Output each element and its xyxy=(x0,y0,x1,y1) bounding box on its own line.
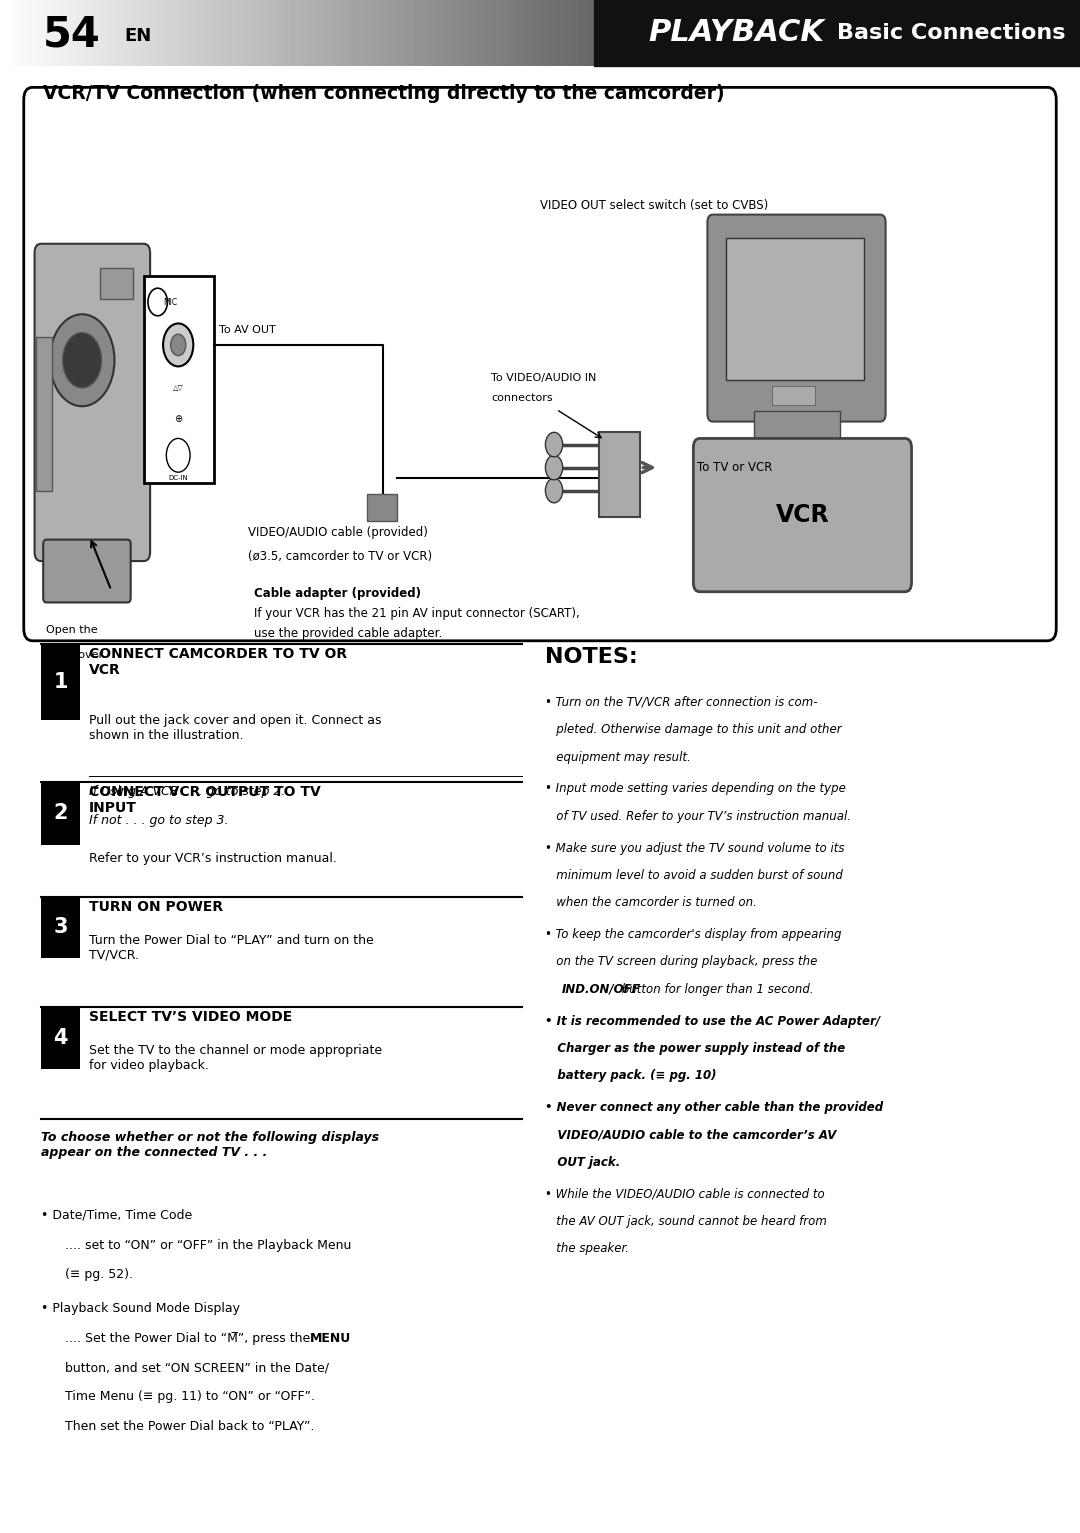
Text: (ø3.5, camcorder to TV or VCR): (ø3.5, camcorder to TV or VCR) xyxy=(248,550,432,563)
Bar xyxy=(41,782,80,845)
Text: △▽: △▽ xyxy=(173,385,184,391)
Circle shape xyxy=(50,314,114,406)
Bar xyxy=(367,494,397,521)
Text: VCR/TV Connection (when connecting directly to the camcorder): VCR/TV Connection (when connecting direc… xyxy=(43,84,725,103)
Bar xyxy=(41,897,80,958)
Text: battery pack. (≡ pg. 10): battery pack. (≡ pg. 10) xyxy=(545,1069,717,1082)
Text: CONNECT CAMCORDER TO TV OR
VCR: CONNECT CAMCORDER TO TV OR VCR xyxy=(89,647,347,678)
FancyBboxPatch shape xyxy=(35,244,150,561)
Text: button, and set “ON SCREEN” in the Date/: button, and set “ON SCREEN” in the Date/ xyxy=(65,1361,328,1374)
Text: equipment may result.: equipment may result. xyxy=(545,751,691,763)
Bar xyxy=(36,337,52,491)
Text: pleted. Otherwise damage to this unit and other: pleted. Otherwise damage to this unit an… xyxy=(545,724,842,736)
FancyBboxPatch shape xyxy=(24,87,1056,641)
Text: Refer to your VCR’s instruction manual.: Refer to your VCR’s instruction manual. xyxy=(89,852,337,865)
Text: If not . . . go to step 3.: If not . . . go to step 3. xyxy=(89,814,228,826)
Text: To VIDEO/AUDIO IN: To VIDEO/AUDIO IN xyxy=(491,373,597,383)
Text: VCR: VCR xyxy=(775,503,829,527)
Text: Pull out the jack cover and open it. Connect as
shown in the illustration.: Pull out the jack cover and open it. Con… xyxy=(89,714,381,742)
Text: VIDEO/AUDIO cable (provided): VIDEO/AUDIO cable (provided) xyxy=(248,526,429,538)
Text: Time Menu (≡ pg. 11) to “ON” or “OFF”.: Time Menu (≡ pg. 11) to “ON” or “OFF”. xyxy=(65,1390,314,1403)
Text: Turn the Power Dial to “PLAY” and turn on the
TV/VCR.: Turn the Power Dial to “PLAY” and turn o… xyxy=(89,934,374,961)
Text: IND.ON/OFF: IND.ON/OFF xyxy=(563,983,640,995)
Text: Then set the Power Dial back to “PLAY”.: Then set the Power Dial back to “PLAY”. xyxy=(65,1420,314,1432)
Text: EN: EN xyxy=(124,28,151,44)
Text: of TV used. Refer to your TV’s instruction manual.: of TV used. Refer to your TV’s instructi… xyxy=(545,809,851,823)
Text: To TV or VCR: To TV or VCR xyxy=(697,461,772,474)
Circle shape xyxy=(166,438,190,472)
Circle shape xyxy=(148,288,167,316)
Text: If Using A VCR . . . go to step 2.: If Using A VCR . . . go to step 2. xyxy=(89,785,285,797)
Text: • Never connect any other cable than the provided: • Never connect any other cable than the… xyxy=(545,1101,883,1114)
Text: • While the VIDEO/AUDIO cable is connected to: • While the VIDEO/AUDIO cable is connect… xyxy=(545,1188,825,1200)
Bar xyxy=(100,268,133,299)
Text: jack cover.: jack cover. xyxy=(46,650,106,661)
Text: • Turn on the TV/VCR after connection is com-: • Turn on the TV/VCR after connection is… xyxy=(545,696,818,708)
Text: If your VCR has the 21 pin AV input connector (SCART),: If your VCR has the 21 pin AV input conn… xyxy=(254,607,580,619)
Bar xyxy=(754,411,840,442)
Text: • Make sure you adjust the TV sound volume to its: • Make sure you adjust the TV sound volu… xyxy=(545,842,845,854)
Text: on the TV screen during playback, press the: on the TV screen during playback, press … xyxy=(545,955,818,969)
Text: ⊕: ⊕ xyxy=(174,414,183,423)
Bar xyxy=(41,644,80,721)
Text: • Date/Time, Time Code: • Date/Time, Time Code xyxy=(41,1208,192,1220)
Bar xyxy=(726,238,864,380)
FancyBboxPatch shape xyxy=(707,215,886,422)
Text: • It is recommended to use the AC Power Adapter/: • It is recommended to use the AC Power … xyxy=(545,1015,880,1027)
Text: Basic Connections: Basic Connections xyxy=(837,23,1066,43)
Text: Set the TV to the channel or mode appropriate
for video playback.: Set the TV to the channel or mode approp… xyxy=(89,1044,381,1072)
Text: MIC: MIC xyxy=(163,297,177,307)
Text: connectors: connectors xyxy=(491,392,553,403)
Text: NOTES:: NOTES: xyxy=(545,647,638,667)
Bar xyxy=(594,0,1080,66)
Text: VIDEO/AUDIO cable to the camcorder’s AV: VIDEO/AUDIO cable to the camcorder’s AV xyxy=(545,1128,837,1141)
Text: MENU: MENU xyxy=(310,1332,351,1344)
Text: 1: 1 xyxy=(53,671,68,691)
Circle shape xyxy=(545,455,563,480)
Bar xyxy=(144,276,214,483)
Text: To choose whether or not the following displays
appear on the connected TV . . .: To choose whether or not the following d… xyxy=(41,1131,379,1159)
Bar xyxy=(41,1007,80,1069)
Text: when the camcorder is turned on.: when the camcorder is turned on. xyxy=(545,897,757,909)
Text: 2: 2 xyxy=(53,803,68,823)
Text: the AV OUT jack, sound cannot be heard from: the AV OUT jack, sound cannot be heard f… xyxy=(545,1214,827,1228)
Text: DC-IN: DC-IN xyxy=(168,475,188,481)
Text: VIDEO OUT select switch (set to CVBS): VIDEO OUT select switch (set to CVBS) xyxy=(540,199,768,212)
Text: use the provided cable adapter.: use the provided cable adapter. xyxy=(254,627,442,639)
Text: 54: 54 xyxy=(43,14,100,55)
Text: SELECT TV’S VIDEO MODE: SELECT TV’S VIDEO MODE xyxy=(89,1010,292,1024)
Bar xyxy=(599,432,640,517)
Text: TURN ON POWER: TURN ON POWER xyxy=(89,900,222,914)
Text: CONNECT VCR OUTPUT TO TV
INPUT: CONNECT VCR OUTPUT TO TV INPUT xyxy=(89,785,321,816)
Circle shape xyxy=(63,333,102,388)
Text: button for longer than 1 second.: button for longer than 1 second. xyxy=(619,983,814,995)
Circle shape xyxy=(171,334,186,356)
Text: To AV OUT: To AV OUT xyxy=(219,325,276,334)
Text: .... set to “ON” or “OFF” in the Playback Menu: .... set to “ON” or “OFF” in the Playbac… xyxy=(65,1239,351,1251)
Bar xyxy=(772,386,815,405)
Text: Cable adapter (provided): Cable adapter (provided) xyxy=(254,587,421,599)
Circle shape xyxy=(545,432,563,457)
Text: Open the: Open the xyxy=(46,625,98,636)
Text: Charger as the power supply instead of the: Charger as the power supply instead of t… xyxy=(545,1042,846,1055)
Text: • Input mode setting varies depending on the type: • Input mode setting varies depending on… xyxy=(545,782,847,796)
Text: minimum level to avoid a sudden burst of sound: minimum level to avoid a sudden burst of… xyxy=(545,869,843,881)
FancyBboxPatch shape xyxy=(43,540,131,602)
FancyBboxPatch shape xyxy=(693,438,912,592)
Text: the speaker.: the speaker. xyxy=(545,1242,630,1256)
Text: • Playback Sound Mode Display: • Playback Sound Mode Display xyxy=(41,1302,240,1314)
Text: • To keep the camcorder's display from appearing: • To keep the camcorder's display from a… xyxy=(545,927,842,941)
Text: OUT jack.: OUT jack. xyxy=(545,1156,621,1168)
Circle shape xyxy=(163,323,193,366)
Circle shape xyxy=(545,478,563,503)
Text: 3: 3 xyxy=(53,917,68,937)
Text: 4: 4 xyxy=(53,1029,68,1049)
Text: .... Set the Power Dial to “M̅”, press the: .... Set the Power Dial to “M̅”, press t… xyxy=(65,1332,314,1344)
Text: PLAYBACK: PLAYBACK xyxy=(648,18,824,48)
Text: (≡ pg. 52).: (≡ pg. 52). xyxy=(65,1268,133,1280)
